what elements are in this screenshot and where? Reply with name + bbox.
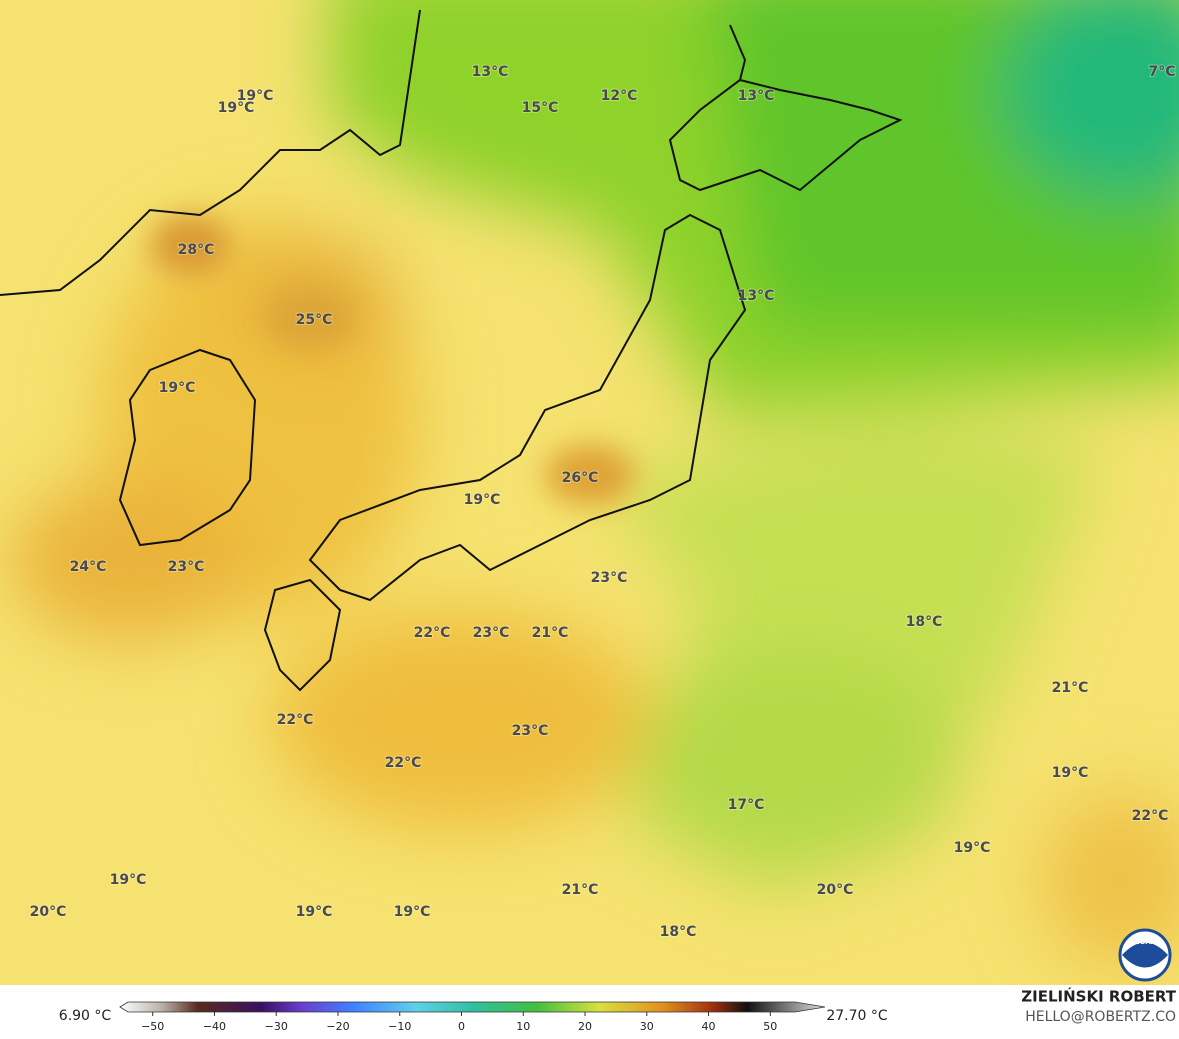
colorbar-tick-label: −40 xyxy=(203,1020,226,1033)
temperature-label: 19°C xyxy=(218,100,255,116)
temperature-label: 23°C xyxy=(168,559,205,575)
temperature-label: 28°C xyxy=(178,242,215,258)
temperature-label: 19°C xyxy=(394,904,431,920)
temperature-label: 21°C xyxy=(1052,680,1089,696)
temperature-label: 22°C xyxy=(277,712,314,728)
temperature-label: 19°C xyxy=(110,872,147,888)
temperature-label: 19°C xyxy=(464,492,501,508)
temperature-label: 15°C xyxy=(522,100,559,116)
temperature-label: 13°C xyxy=(472,64,509,80)
temperature-label: 24°C xyxy=(70,559,107,575)
colorbar-tick-label: 0 xyxy=(458,1020,465,1033)
colorbar-max: 27.70 °C xyxy=(826,1008,888,1024)
coastlines xyxy=(0,9,903,692)
colorbar-tick-label: 30 xyxy=(640,1020,654,1033)
temperature-label: 18°C xyxy=(906,614,943,630)
temperature-labels: 19°C19°C13°C15°C12°C 13°C7°C28°C25°C13°C1… xyxy=(29,63,1177,941)
colorbar-min: 6.90 °C xyxy=(59,1008,112,1024)
temperature-label: 19°C xyxy=(159,380,196,396)
colorbar-tick-label: 10 xyxy=(516,1020,530,1033)
temperature-label: 21°C xyxy=(562,882,599,898)
temperature-label: 19°C xyxy=(954,840,991,856)
colorbar-ticks: −50 −40 −30 −20 −10 0 10 20 30 40 50 xyxy=(141,1012,777,1033)
site: HELLO@ROBERTZ.CO xyxy=(1025,1009,1176,1025)
temperature-label: 17°C xyxy=(728,797,765,813)
colorbar-tick-label: −50 xyxy=(141,1020,164,1033)
colorbar xyxy=(119,1001,826,1013)
colorbar-tick-label: −10 xyxy=(388,1020,411,1033)
temperature-label: 13°C xyxy=(738,288,775,304)
temperature-label: 19°C xyxy=(237,88,274,104)
temperature-label: 25°C xyxy=(296,312,333,328)
temperature-label: 23°C xyxy=(512,723,549,739)
temperature-label: 19°C xyxy=(296,904,333,920)
temperature-label: 13°C xyxy=(738,88,775,104)
temperature-label: 20°C xyxy=(30,904,67,920)
temperature-label: 18°C xyxy=(660,924,697,940)
temperature-label: 23°C xyxy=(473,625,510,641)
temperature-label: 7°C xyxy=(1148,64,1175,80)
temperature-label: 20°C xyxy=(817,882,854,898)
logo-text: NOAA xyxy=(1134,938,1157,946)
temperature-label: 23°C xyxy=(591,570,628,586)
author: ZIELIŃSKI ROBERT xyxy=(1021,987,1176,1006)
temperature-label: 12°C xyxy=(601,88,638,104)
temperature-label: 26°C xyxy=(562,470,599,486)
temperature-label: 22°C xyxy=(385,755,422,771)
colorbar-tick-label: −20 xyxy=(326,1020,349,1033)
temperature-label: 22°C xyxy=(1132,808,1169,824)
colorbar-tick-label: 40 xyxy=(702,1020,716,1033)
colorbar-tick-label: 50 xyxy=(763,1020,777,1033)
colorbar-tick-label: −30 xyxy=(265,1020,288,1033)
noaa-logo: NOAA xyxy=(1118,928,1172,982)
temperature-label: 21°C xyxy=(532,625,569,641)
colorbar-tick-label: 20 xyxy=(578,1020,592,1033)
temperature-label: 22°C xyxy=(414,625,451,641)
temperature-label: 19°C xyxy=(1052,765,1089,781)
temperature-field xyxy=(0,0,1179,985)
